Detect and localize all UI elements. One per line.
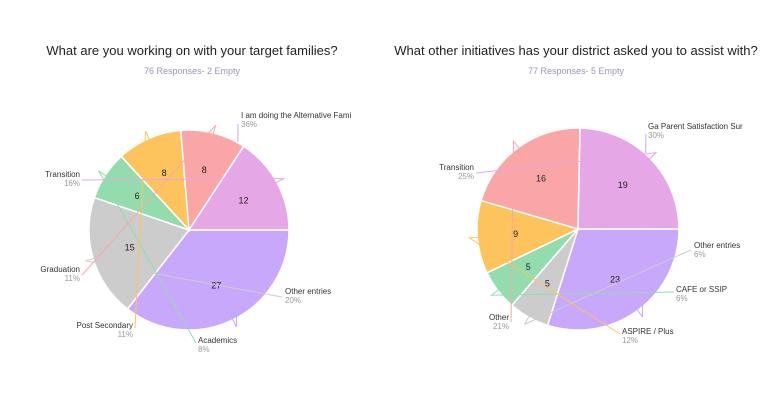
- leader-line-other-entries: [523, 249, 692, 326]
- leader-line-graduation: [81, 124, 216, 276]
- slice-percent-i-am-doing-the-alternative-fami: 36%: [241, 120, 257, 129]
- slice-percent-post-secondary: 11%: [118, 330, 133, 339]
- slice-value-ga-parent-satisfaction-sur: 23: [610, 275, 620, 285]
- chart-panel-district-initiatives: What other initiatives has your district…: [384, 0, 768, 411]
- slice-label-graduation: Graduation: [40, 265, 80, 274]
- slice-label-post-secondary: Post Secondary: [77, 321, 133, 330]
- slice-percent-other-entries: 6%: [694, 250, 706, 259]
- slice-percent-graduation: 11%: [65, 274, 80, 283]
- leader-line-other: [510, 139, 520, 323]
- slice-value-transition: 19: [618, 180, 628, 190]
- chart-subtitle: 77 Responses- 5 Empty: [527, 66, 625, 76]
- slice-label-other-entries: Other entries: [285, 287, 331, 296]
- slice-percent-academics: 8%: [198, 345, 210, 354]
- slice-value-transition: 12: [239, 195, 249, 205]
- slice-value-other-entries: 5: [545, 279, 550, 289]
- slice-value-graduation: 8: [202, 165, 207, 175]
- slice-label-transition: Transition: [45, 170, 80, 179]
- slice-value-cafe-or-ssip: 5: [526, 262, 531, 272]
- slice-label-academics: Academics: [198, 336, 237, 345]
- leader-line-post-secondary: [134, 130, 151, 329]
- slice-label-other-entries: Other entries: [694, 241, 740, 250]
- slice-label-aspire-plus: ASPIRE / Plus: [622, 327, 674, 336]
- slice-percent-transition: 25%: [458, 172, 474, 181]
- slice-value-other-entries: 15: [125, 243, 135, 253]
- slice-label-cafe-or-ssip: CAFE or SSIP: [676, 285, 727, 294]
- slice-label-transition: Transition: [439, 163, 474, 172]
- leader-line-transition: [475, 152, 658, 174]
- leader-line-other-entries: [85, 257, 283, 298]
- slice-percent-other: 21%: [493, 322, 509, 331]
- pie-slice-transition[interactable]: [577, 127, 680, 230]
- slice-percent-cafe-or-ssip: 6%: [676, 294, 688, 303]
- slice-percent-transition: 16%: [64, 179, 80, 188]
- slice-percent-ga-parent-satisfaction-sur: 30%: [648, 131, 664, 140]
- leader-line-cafe-or-ssip: [489, 288, 675, 296]
- slice-value-post-secondary: 8: [162, 168, 167, 178]
- leader-line-transition: [81, 178, 285, 184]
- slice-percent-aspire-plus: 12%: [622, 336, 638, 345]
- chart-title: What other initiatives has your district…: [394, 43, 758, 58]
- chart-subtitle: 76 Responses- 2 Empty: [143, 66, 241, 76]
- slice-value-aspire-plus: 9: [513, 229, 518, 239]
- chart-panel-target-families: What are you working on with your target…: [40, 43, 352, 354]
- slice-value-academics: 6: [135, 191, 140, 201]
- leader-line-aspire-plus: [467, 236, 621, 335]
- slice-label-other: Other: [489, 313, 509, 322]
- slice-percent-other-entries: 20%: [285, 296, 301, 305]
- slice-value-other: 16: [536, 173, 546, 183]
- leader-line-academics: [98, 170, 197, 344]
- chart-title: What are you working on with your target…: [46, 43, 338, 58]
- slice-label-i-am-doing-the-alternative-fami: I am doing the Alternative Fami: [241, 111, 352, 120]
- slice-value-i-am-doing-the-alternative-fami: 27: [211, 281, 221, 291]
- slice-label-ga-parent-satisfaction-sur: Ga Parent Satisfaction Sur: [648, 122, 743, 131]
